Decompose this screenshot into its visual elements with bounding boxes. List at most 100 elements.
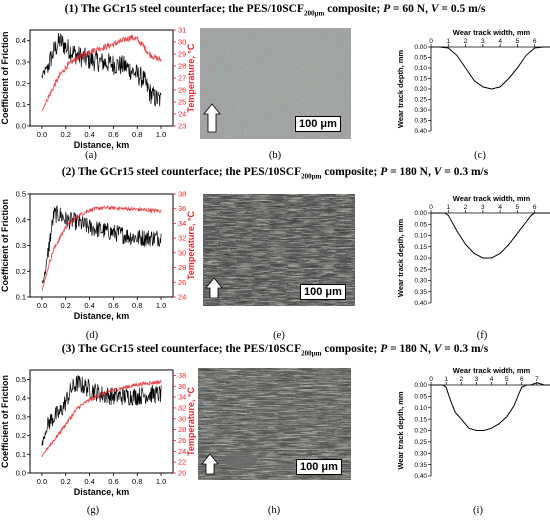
x-tick-label: 4 (498, 38, 502, 45)
y-axis-label: Coefficient of Friction (0, 199, 10, 292)
y-tick-label: 0.4 (16, 394, 26, 403)
x-tick-label: 2 (464, 38, 468, 45)
up-arrow-icon (205, 277, 223, 299)
wear-profile-line (431, 46, 550, 90)
x-tick-label: 2 (459, 376, 463, 383)
micrograph-e: 100 μm (203, 194, 355, 306)
friction-series-line (41, 205, 162, 284)
y2-axis-label: Temperature, °C (186, 43, 196, 112)
y2-tick-label: 38 (178, 190, 186, 199)
y-tick-label: 0.5 (16, 375, 26, 384)
y-tick-label: 0.10 (414, 233, 427, 240)
x-tick-label: 1 (446, 204, 450, 211)
y2-tick-label: 38 (178, 371, 186, 380)
caption-c: (c) (474, 150, 486, 161)
y2-tick-label: 26 (178, 278, 186, 287)
y-tick-label: 0.35 (414, 462, 427, 469)
friction-series-line (41, 32, 162, 107)
y-tick-label: 0.20 (414, 86, 427, 93)
y2-tick-label: 24 (178, 447, 186, 456)
scale-label-e: 100 μm (300, 284, 346, 300)
plot-frame (29, 29, 174, 127)
y-tick-label: 0.35 (414, 289, 427, 296)
y-tick-label: 0.05 (414, 55, 427, 62)
y-tick-label: 0.0 (16, 122, 26, 131)
y-tick-label: 0.30 (414, 278, 427, 285)
micrograph-h: 100 μm (198, 368, 351, 480)
caption-a: (a) (85, 150, 97, 161)
y2-tick-label: 30 (178, 248, 186, 257)
y-tick-label: 0.15 (414, 416, 427, 423)
y-tick-label: 0.30 (414, 107, 427, 114)
x-tick-label: 0 (429, 38, 433, 45)
y-tick-label: 0.15 (414, 244, 427, 251)
x-tick-label: 0.8 (132, 301, 142, 310)
up-arrow-icon (203, 103, 221, 133)
y2-tick-label: 31 (178, 26, 186, 35)
x-tick-label: 0.6 (108, 130, 118, 139)
temperature-series-line (41, 379, 162, 458)
y2-tick-label: 22 (178, 458, 186, 467)
x-tick-label: 0.4 (84, 477, 94, 486)
wear-profile-line (431, 212, 550, 259)
caption-i: (i) (473, 505, 483, 516)
x-tick-label: 1 (444, 376, 448, 383)
y-tick-label: 0.15 (414, 76, 427, 83)
y-tick-label: 0.00 (414, 382, 427, 389)
x-tick-label: 1.0 (156, 130, 166, 139)
y2-tick-label: 30 (178, 38, 186, 47)
y2-tick-label: 28 (178, 62, 186, 71)
caption-b: (b) (268, 150, 282, 161)
micrograph-b-texture (200, 28, 351, 139)
caption-g: (g) (86, 505, 100, 516)
y2-tick-label: 28 (178, 425, 186, 434)
micrograph-b: 100 μm (200, 28, 351, 139)
caption-f: (f) (476, 330, 488, 341)
x-tick-label: 5 (516, 204, 520, 211)
y-axis-label: Coefficient of Friction (0, 32, 10, 125)
y-tick-label: 0.5 (16, 190, 26, 199)
x-axis-label: Wear track width, mm (453, 28, 531, 37)
x-tick-label: 6 (533, 204, 537, 211)
x-axis-label: Distance, km (74, 140, 130, 150)
y2-tick-label: 26 (178, 86, 186, 95)
caption-e: (e) (273, 330, 285, 341)
y2-tick-label: 28 (178, 263, 186, 272)
x-tick-label: 7 (535, 376, 539, 383)
y-tick-label: 0.2 (16, 79, 26, 88)
y-tick-label: 0.25 (414, 97, 427, 104)
y-axis-label: Wear track depth, mm (396, 50, 405, 129)
y-axis-label: Coefficient of Friction (0, 375, 10, 468)
x-tick-label: 6 (520, 376, 524, 383)
y-tick-label: 0.10 (414, 65, 427, 72)
y-tick-label: 0.1 (16, 450, 26, 459)
row-title-1: (1) The GCr15 steel counterface; the PES… (64, 3, 486, 18)
wear-profile-line (431, 382, 550, 431)
y-tick-label: 0.30 (414, 450, 427, 457)
y2-tick-label: 25 (178, 98, 186, 107)
x-tick-label: 0 (429, 376, 433, 383)
y2-tick-label: 23 (178, 122, 186, 131)
temperature-series-line (41, 34, 162, 112)
x-tick-label: 0.0 (37, 477, 47, 486)
x-tick-label: 3 (475, 376, 479, 383)
y-tick-label: 0.40 (414, 473, 427, 480)
y-tick-label: 0.25 (414, 266, 427, 273)
x-tick-label: 0.8 (132, 130, 142, 139)
y2-tick-label: 34 (178, 219, 186, 228)
x-axis-label: Wear track width, mm (453, 194, 531, 203)
caption-d: (d) (85, 330, 99, 341)
micrograph-e-texture (203, 194, 355, 306)
x-tick-label: 6 (533, 38, 537, 45)
row-title-2: (2) The GCr15 steel counterface; the PES… (61, 166, 489, 181)
x-tick-label: 1.0 (156, 477, 166, 486)
x-axis-label: Distance, km (74, 311, 130, 321)
x-tick-label: 5 (505, 376, 509, 383)
scale-label-h: 100 μm (296, 459, 342, 475)
y-tick-label: 0.4 (16, 215, 26, 224)
y-axis-label: Wear track depth, mm (396, 219, 405, 298)
y-tick-label: 0.20 (414, 255, 427, 262)
x-tick-label: 0.8 (132, 477, 142, 486)
x-tick-label: 5 (516, 38, 520, 45)
caption-h: (h) (267, 505, 281, 516)
